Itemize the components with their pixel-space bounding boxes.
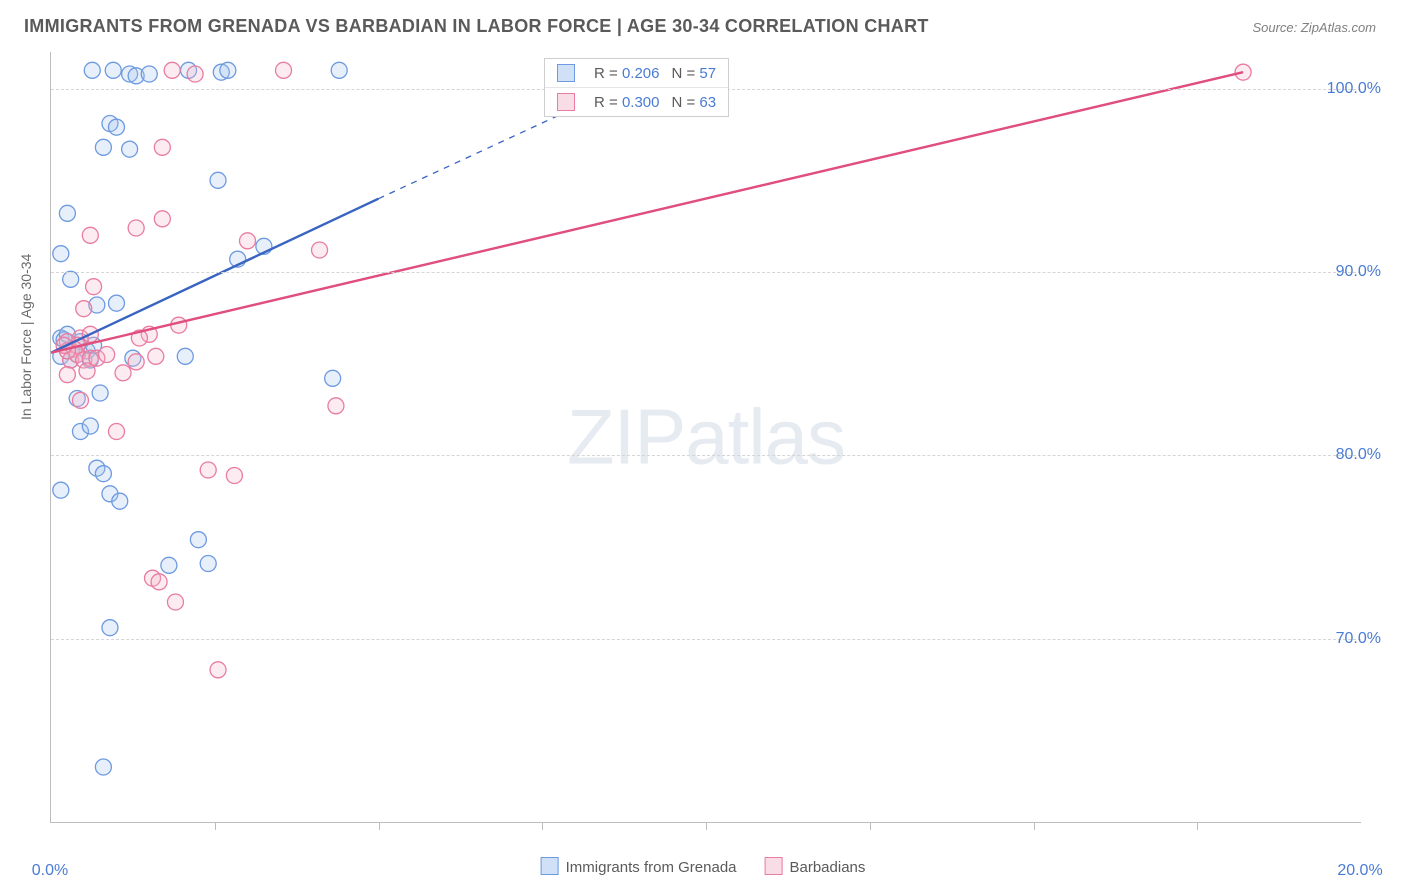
y-tick-label: 80.0% [1336, 446, 1381, 464]
scatter-point [190, 532, 206, 548]
swatch-icon [765, 857, 783, 875]
scatter-point [109, 119, 125, 135]
scatter-point [187, 66, 203, 82]
y-tick-label: 100.0% [1327, 80, 1381, 98]
scatter-point [210, 172, 226, 188]
scatter-point [220, 62, 236, 78]
scatter-point [53, 246, 69, 262]
scatter-point [99, 347, 115, 363]
chart-title: IMMIGRANTS FROM GRENADA VS BARBADIAN IN … [24, 16, 929, 37]
scatter-point [167, 594, 183, 610]
scatter-point [59, 205, 75, 221]
source-attribution: Source: ZipAtlas.com [1252, 20, 1376, 35]
scatter-point [128, 354, 144, 370]
x-tick [379, 822, 380, 830]
scatter-point [210, 662, 226, 678]
x-tick [542, 822, 543, 830]
scatter-point [1235, 64, 1251, 80]
swatch-icon [557, 93, 575, 111]
scatter-point [164, 62, 180, 78]
scatter-point [154, 139, 170, 155]
scatter-point [82, 227, 98, 243]
n-label: N = 57 [671, 65, 716, 82]
scatter-point [122, 141, 138, 157]
scatter-point [76, 301, 92, 317]
scatter-point [109, 295, 125, 311]
series-legend: Immigrants from Grenada Barbadians [541, 857, 866, 876]
scatter-point [95, 466, 111, 482]
x-tick [1034, 822, 1035, 830]
scatter-point [312, 242, 328, 258]
scatter-point [95, 759, 111, 775]
legend-item-barbadians: Barbadians [765, 857, 866, 876]
scatter-point [72, 392, 88, 408]
scatter-point [200, 462, 216, 478]
plot-area: ZIPatlas [50, 52, 1361, 823]
scatter-point [328, 398, 344, 414]
scatter-point [82, 418, 98, 434]
n-label: N = 63 [671, 94, 716, 111]
scatter-point [141, 66, 157, 82]
scatter-point [154, 211, 170, 227]
x-tick [215, 822, 216, 830]
legend-label: Immigrants from Grenada [566, 859, 737, 876]
r-label: R = 0.206 [594, 65, 659, 82]
scatter-point [79, 363, 95, 379]
scatter-point [171, 317, 187, 333]
x-tick [1197, 822, 1198, 830]
scatter-point [151, 574, 167, 590]
scatter-point [148, 348, 164, 364]
gridline [51, 639, 1361, 640]
scatter-point [240, 233, 256, 249]
y-tick-label: 70.0% [1336, 630, 1381, 648]
scatter-point [200, 556, 216, 572]
scatter-point [161, 557, 177, 573]
scatter-point [115, 365, 131, 381]
scatter-point [102, 620, 118, 636]
trend-line [51, 199, 379, 353]
scatter-point [276, 62, 292, 78]
y-axis-label: In Labor Force | Age 30-34 [18, 254, 34, 420]
r-label: R = 0.300 [594, 94, 659, 111]
x-tick-label: 0.0% [32, 862, 68, 880]
scatter-point [63, 271, 79, 287]
gridline [51, 455, 1361, 456]
swatch-icon [557, 64, 575, 82]
scatter-point [112, 493, 128, 509]
scatter-point [331, 62, 347, 78]
x-tick [706, 822, 707, 830]
scatter-point [128, 220, 144, 236]
gridline [51, 272, 1361, 273]
swatch-icon [541, 857, 559, 875]
y-tick-label: 90.0% [1336, 263, 1381, 281]
scatter-point [105, 62, 121, 78]
legend-label: Barbadians [790, 859, 866, 876]
scatter-point [92, 385, 108, 401]
legend-row: R = 0.300 N = 63 [545, 88, 728, 116]
scatter-point [177, 348, 193, 364]
scatter-point [53, 482, 69, 498]
scatter-point [325, 370, 341, 386]
scatter-point [109, 424, 125, 440]
scatter-point [86, 279, 102, 295]
scatter-point [59, 367, 75, 383]
scatter-point [226, 468, 242, 484]
chart-svg [51, 52, 1361, 822]
legend-row: R = 0.206 N = 57 [545, 59, 728, 88]
scatter-point [95, 139, 111, 155]
x-tick-label: 20.0% [1337, 862, 1382, 880]
x-tick [870, 822, 871, 830]
legend-item-grenada: Immigrants from Grenada [541, 857, 737, 876]
scatter-point [84, 62, 100, 78]
correlation-legend: R = 0.206 N = 57 R = 0.300 N = 63 [544, 58, 729, 117]
